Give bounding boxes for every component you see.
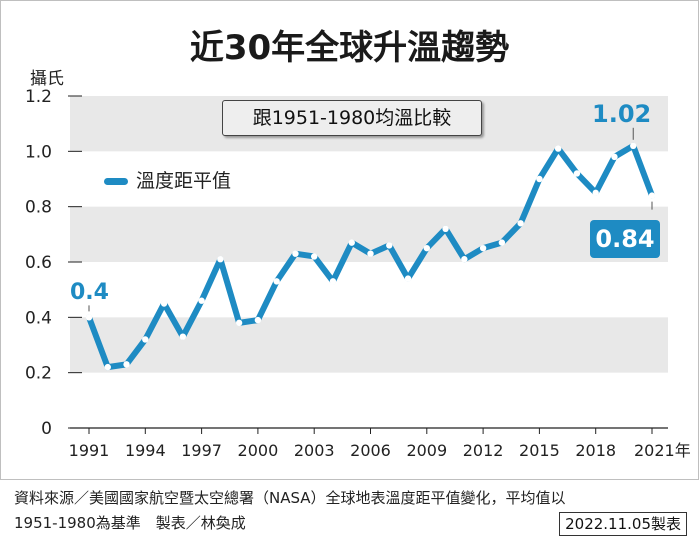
y-tick-label: 0.2 xyxy=(25,364,52,384)
data-point xyxy=(554,145,562,152)
start-value-label: 0.4 xyxy=(70,280,109,305)
data-point xyxy=(292,250,299,257)
data-point xyxy=(630,142,637,149)
data-point xyxy=(198,297,205,304)
data-point xyxy=(273,278,280,285)
x-tick-label: 1994 xyxy=(125,441,166,460)
y-tick-label: 0.8 xyxy=(25,198,52,218)
data-point xyxy=(311,253,318,260)
data-point xyxy=(479,244,487,252)
data-point xyxy=(592,189,599,197)
data-point xyxy=(461,256,468,263)
data-point xyxy=(498,239,506,246)
data-point xyxy=(404,275,412,282)
end-value-badge: 0.84 xyxy=(590,220,660,258)
chart-title: 近30年全球升溫趨勢 xyxy=(189,28,510,68)
x-tick-label: 2021年 xyxy=(634,441,691,460)
data-point xyxy=(123,361,130,368)
peak-value-label: 1.02 xyxy=(592,100,652,128)
x-tick-label: 2006 xyxy=(350,441,391,460)
data-point xyxy=(179,333,187,340)
legend-label: 溫度距平值 xyxy=(136,170,232,192)
legend-swatch xyxy=(104,178,128,185)
data-point xyxy=(329,278,337,285)
legend: 溫度距平值 xyxy=(104,166,231,193)
y-tick-label: 1.2 xyxy=(25,87,52,107)
source-line-1: 資料來源／美國國家航空暨太空總署（NASA）全球地表溫度距平值變化，平均值以 xyxy=(14,489,566,507)
data-point xyxy=(104,363,111,371)
data-point xyxy=(348,239,355,246)
data-point xyxy=(517,220,524,227)
data-point xyxy=(573,170,581,177)
data-point xyxy=(142,336,149,343)
date-stamp: 2022.11.05製表 xyxy=(559,512,687,536)
x-tick-label: 2015 xyxy=(519,441,560,460)
data-point xyxy=(611,153,618,161)
y-tick-label: 0.4 xyxy=(25,308,52,328)
x-tick-label: 2000 xyxy=(238,441,279,460)
y-tick-label: 0.6 xyxy=(25,253,52,273)
grid-band xyxy=(70,317,668,373)
data-point xyxy=(386,242,393,249)
data-point xyxy=(254,316,262,324)
data-point xyxy=(536,175,543,183)
y-axis-unit-label: 攝氏 xyxy=(30,69,64,89)
data-point xyxy=(235,319,243,327)
data-point xyxy=(367,250,374,257)
data-point xyxy=(423,244,430,252)
data-point xyxy=(648,192,656,199)
source-note: 資料來源／美國國家航空暨太空總署（NASA）全球地表溫度距平值變化，平均值以 1… xyxy=(14,486,689,536)
line-chart: 0 0.2 0.4 0.6 0.8 1.0 1.2 1991 1994 1997 2000 2003 2… xyxy=(25,87,691,460)
y-tick-label: 0 xyxy=(41,419,52,439)
x-tick-label: 2018 xyxy=(575,441,616,460)
x-tick-label: 2003 xyxy=(294,441,335,460)
data-point xyxy=(217,256,224,263)
x-tick-label: 2009 xyxy=(406,441,447,460)
source-line-2: 1951-1980為基準 製表／林奐成 xyxy=(14,514,246,532)
y-tick-label: 1.0 xyxy=(25,142,52,162)
x-tick-label: 1997 xyxy=(181,441,222,460)
x-tick-label: 2012 xyxy=(463,441,504,460)
baseline-note: 跟1951-1980均溫比較 xyxy=(222,100,482,136)
data-point xyxy=(85,314,93,321)
x-tick-label: 1991 xyxy=(69,441,110,460)
data-point xyxy=(442,225,449,232)
data-point xyxy=(160,300,168,307)
